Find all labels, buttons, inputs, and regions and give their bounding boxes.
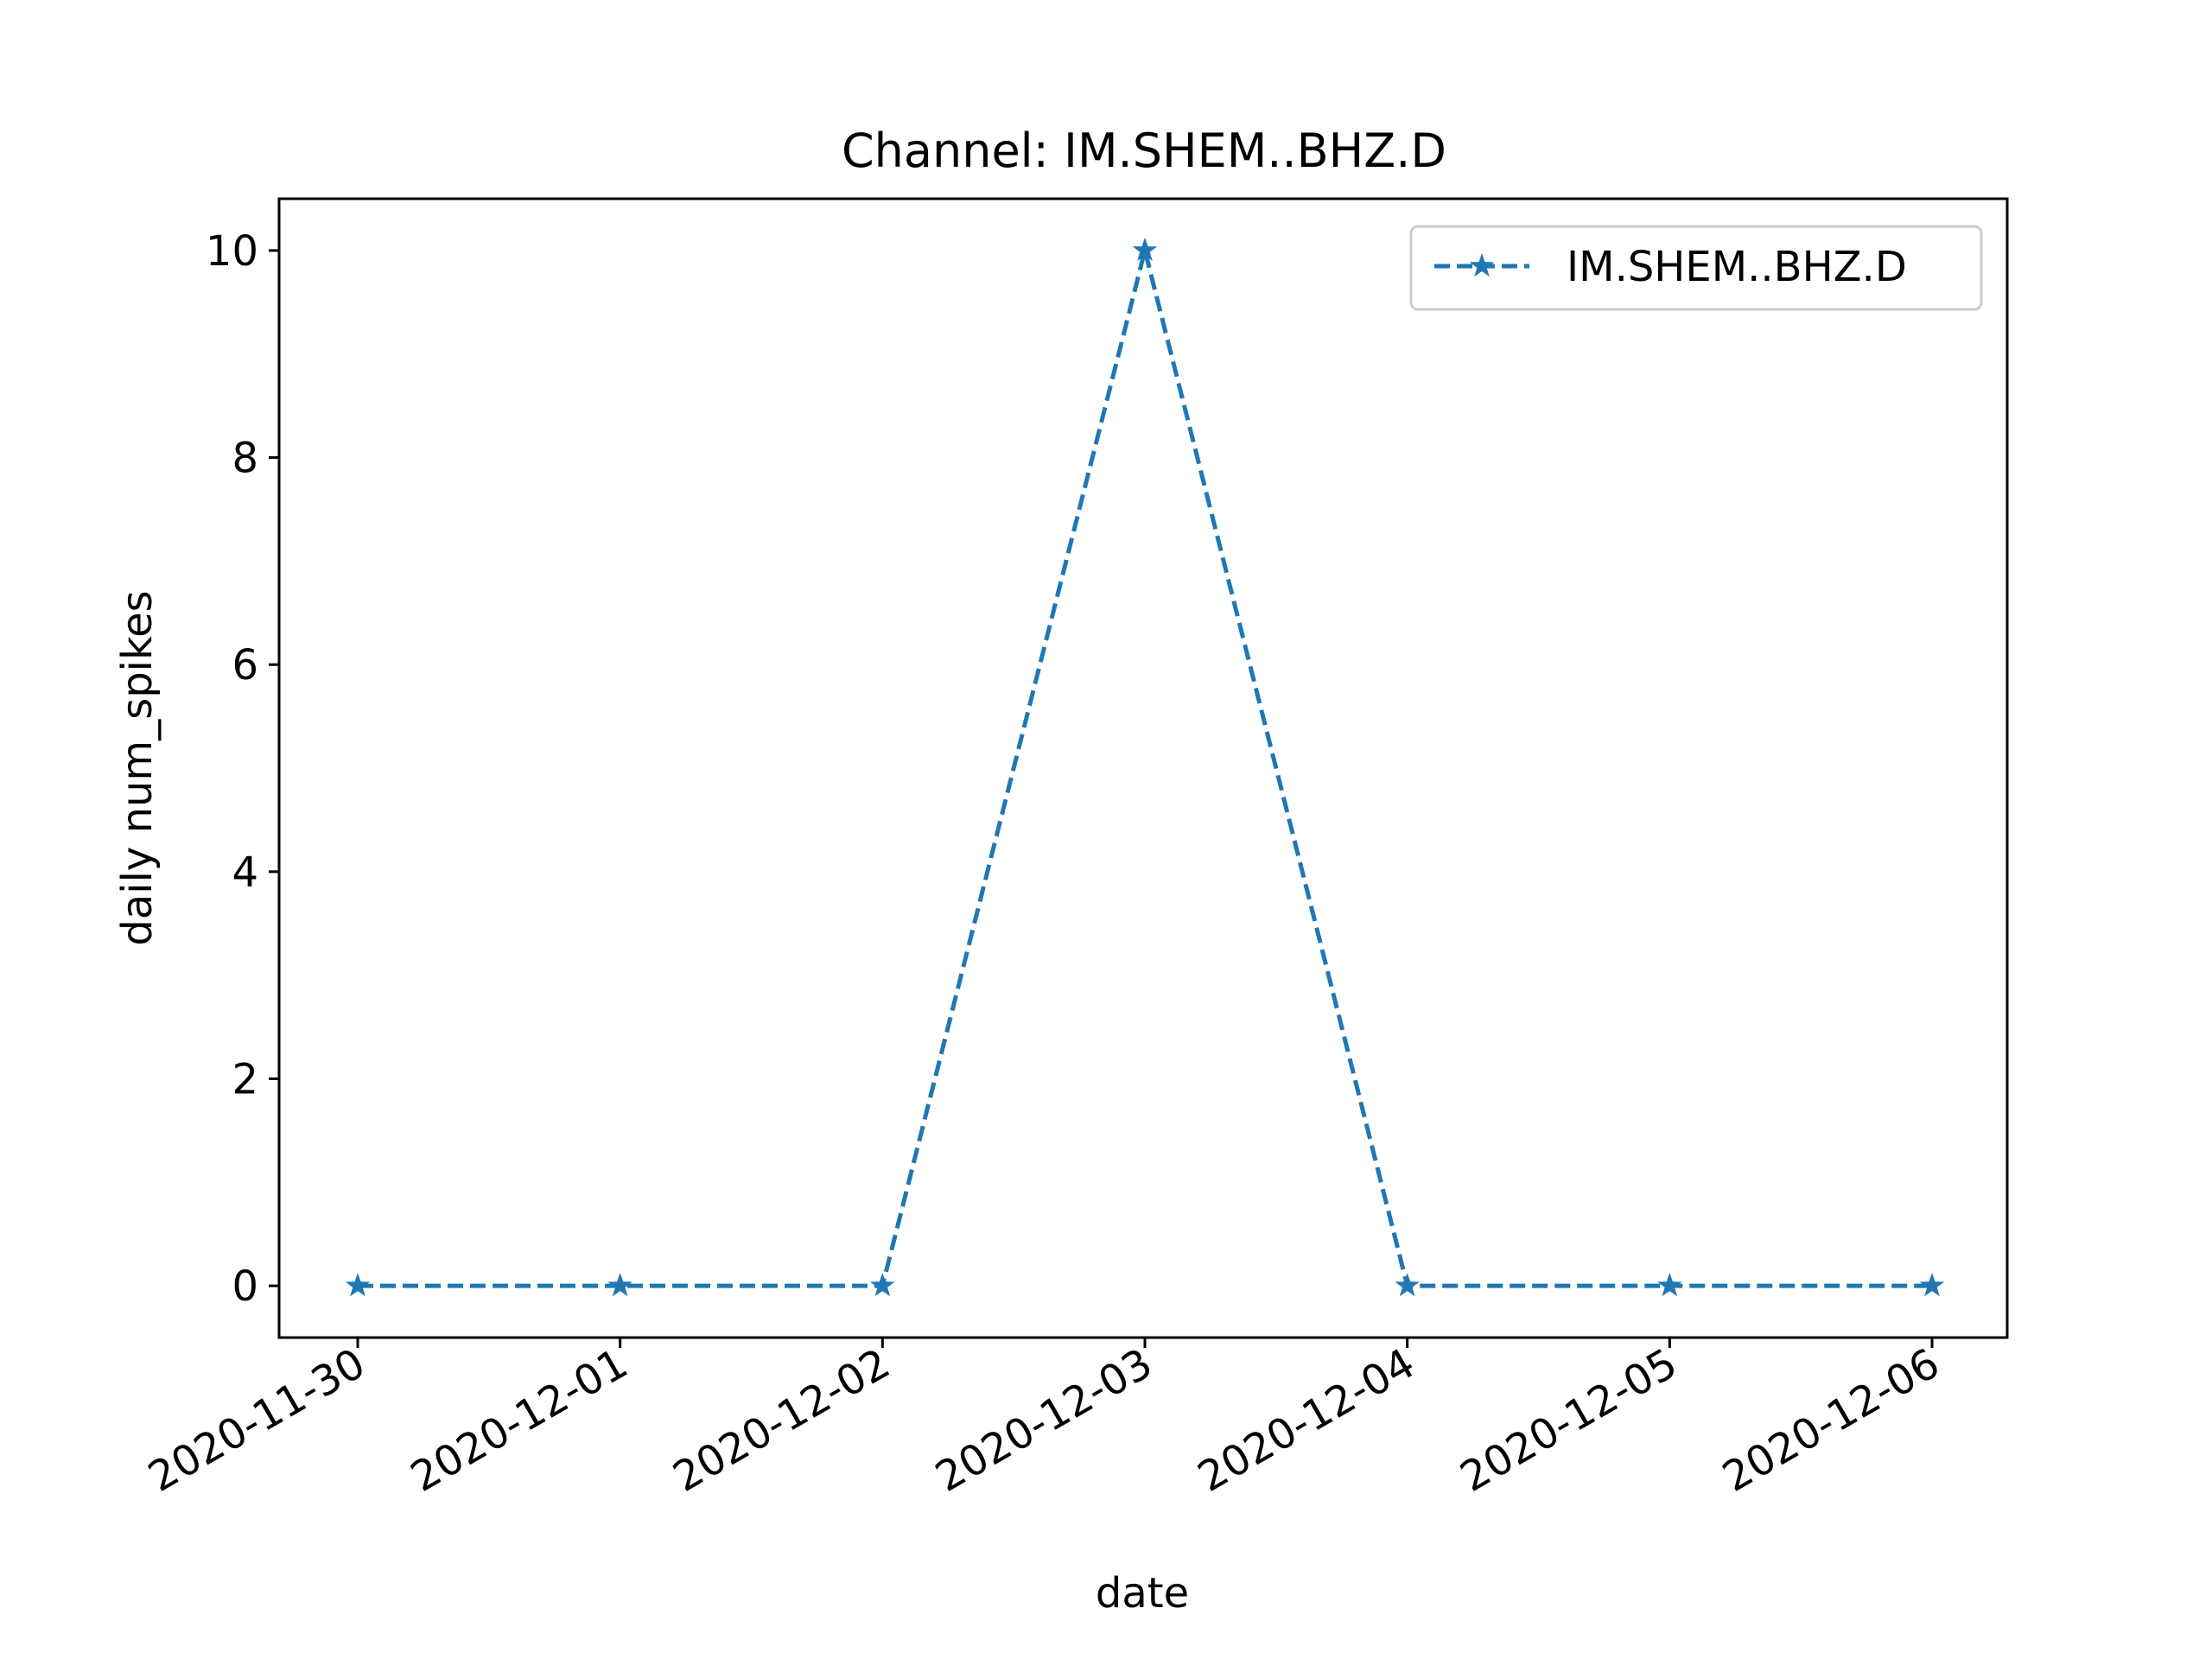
data-point <box>1132 237 1158 261</box>
x-axis-label: date <box>1096 1569 1189 1618</box>
data-point <box>1919 1273 1945 1297</box>
legend-label: IM.SHEM..BHZ.D <box>1567 243 1907 291</box>
legend-box <box>1409 225 1983 311</box>
y-tick-label: 4 <box>232 849 258 897</box>
y-axis-label: daily num_spikes <box>113 590 162 945</box>
data-point <box>345 1273 371 1297</box>
y-tick-label: 8 <box>232 435 258 483</box>
data-point <box>870 1273 895 1297</box>
legend: IM.SHEM..BHZ.D <box>1409 225 1983 311</box>
y-tick-label: 2 <box>232 1055 258 1103</box>
y-tick-label: 6 <box>232 641 258 690</box>
data-point <box>1657 1273 1682 1297</box>
legend-star-marker <box>1469 253 1495 277</box>
data-point <box>1395 1273 1420 1297</box>
y-axis: 0 2 4 6 8 10 <box>206 227 279 1311</box>
axes-frame <box>277 197 2009 1339</box>
plot-area <box>345 237 1945 1297</box>
chart-title: Channel: IM.SHEM..BHZ.D <box>842 124 1446 178</box>
data-point <box>607 1273 632 1297</box>
y-tick-label: 0 <box>232 1262 258 1311</box>
y-tick-label: 10 <box>206 227 258 276</box>
